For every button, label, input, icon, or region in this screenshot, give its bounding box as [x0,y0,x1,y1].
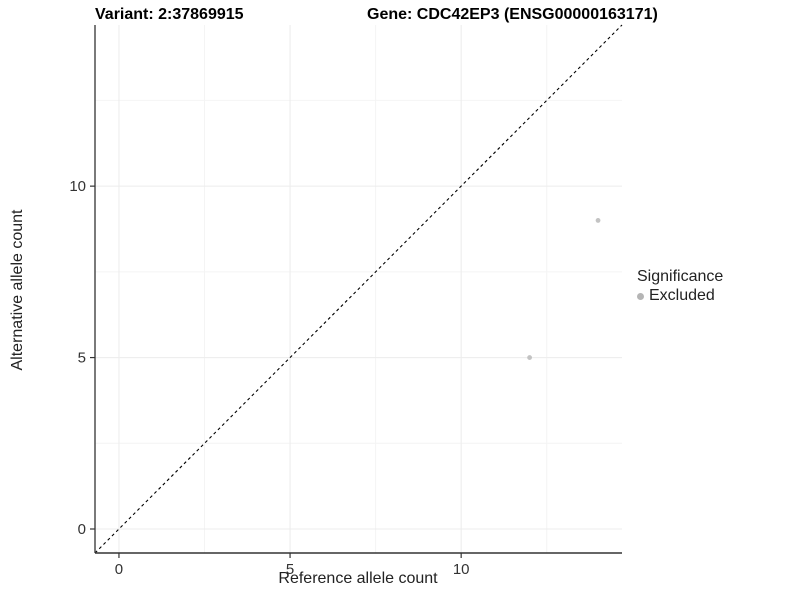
y-axis-title: Alternative allele count [9,209,26,371]
x-tick-label: 5 [286,561,294,578]
legend-item-label: Excluded [649,287,715,304]
excluded-point-swatch-icon [637,292,644,300]
y-tick-label: 10 [69,178,86,195]
data-point [595,218,601,223]
x-tick-label: 10 [453,561,470,578]
legend: Significance Excluded [637,268,723,305]
x-axis-title: Reference allele count [278,570,438,587]
data-point [527,355,533,360]
identity-line [94,24,623,554]
legend-item-excluded: Excluded [637,287,723,305]
legend-title: Significance [637,268,724,285]
y-tick-label: 5 [78,350,86,367]
gene-title: Gene: CDC42EP3 (ENSG00000163171) [367,6,658,23]
y-tick-label: 0 [78,521,86,538]
x-tick-label: 0 [115,561,123,578]
variant-title: Variant: 2:37869915 [95,6,244,23]
